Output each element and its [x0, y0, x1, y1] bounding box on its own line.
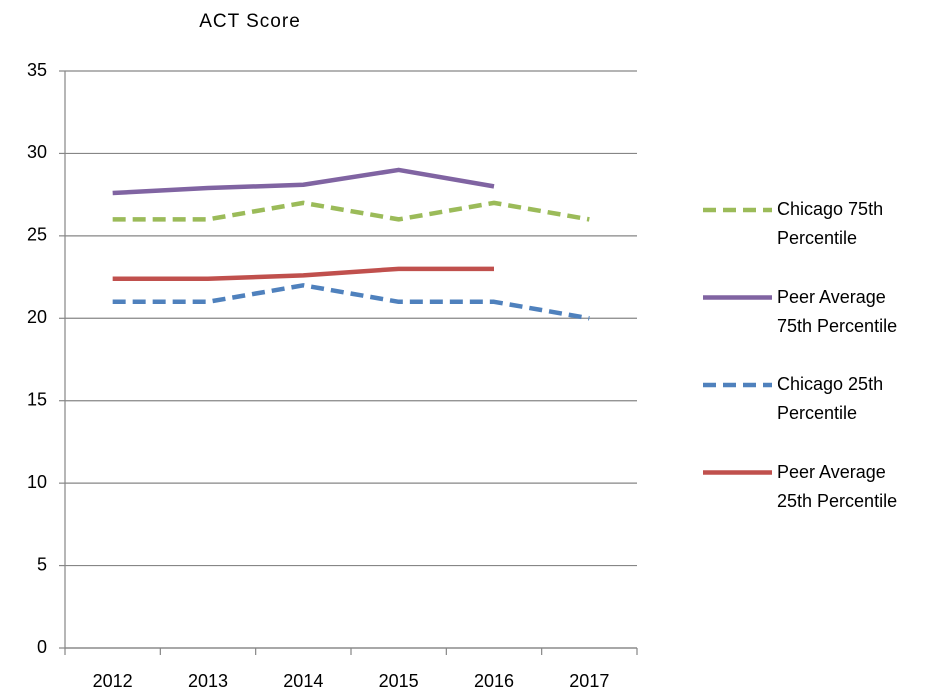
- series-line: [112, 167, 495, 196]
- x-tick-label: 2014: [283, 671, 323, 691]
- legend-label: Peer Average 25th Percentile: [777, 461, 898, 511]
- y-tick-label: 30: [27, 142, 47, 162]
- x-tick-label: 2015: [379, 671, 419, 691]
- series-line: [112, 283, 590, 321]
- series-line: [112, 200, 590, 222]
- chart-title: ACT Score: [199, 11, 301, 32]
- x-tick-label: 2017: [569, 671, 609, 691]
- legend-label: Peer Average 75th Percentile: [777, 286, 898, 336]
- legend-label: Chicago 25th Percentile: [777, 374, 884, 423]
- y-tick-label: 5: [37, 554, 47, 574]
- y-tick-label: 25: [27, 225, 47, 245]
- x-tick-label: 2016: [474, 671, 514, 691]
- series-line: [112, 266, 494, 281]
- y-tick-label: 0: [37, 637, 47, 657]
- legend-label: Chicago 75th Percentile: [777, 199, 884, 248]
- y-tick-label: 20: [27, 307, 47, 327]
- x-tick-label: 2012: [93, 671, 133, 691]
- y-tick-label: 10: [27, 472, 47, 492]
- y-tick-label: 15: [27, 389, 47, 409]
- x-tick-label: 2013: [188, 671, 228, 691]
- y-tick-label: 35: [27, 60, 47, 80]
